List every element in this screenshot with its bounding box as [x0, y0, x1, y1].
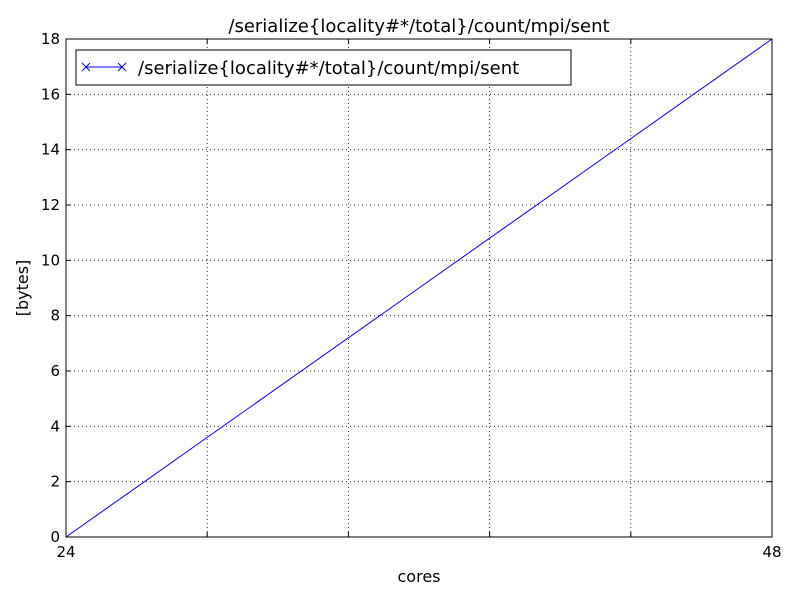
x-tick-label: 24: [56, 543, 75, 561]
legend: /serialize{locality#*/total}/count/mpi/s…: [75, 49, 572, 86]
y-tick-label: 2: [50, 473, 60, 491]
legend-box: [75, 49, 572, 86]
y-tick-label: 4: [50, 417, 60, 435]
chart-title: /serialize{locality#*/total}/count/mpi/s…: [228, 16, 609, 37]
y-tick-label: 14: [41, 141, 60, 159]
series-line: [65, 38, 773, 538]
plot-frame: [65, 38, 773, 538]
legend-marker-x-end: [117, 62, 127, 72]
y-tick-label: 6: [50, 362, 60, 380]
x-tick-label: 48: [762, 543, 781, 561]
legend-label: /serialize{locality#*/total}/count/mpi/s…: [138, 58, 519, 79]
series-layer: [65, 38, 773, 538]
x-axis-label: cores: [398, 567, 441, 586]
grid-lines: [66, 39, 772, 537]
y-axis-label: [bytes]: [13, 260, 32, 317]
y-tick-label: 16: [41, 85, 60, 103]
y-tick-label: 12: [41, 196, 60, 214]
y-tick-label: 0: [50, 528, 60, 546]
y-tick-label: 8: [50, 307, 60, 325]
y-tick-label: 10: [41, 251, 60, 269]
y-tick-label: 18: [41, 30, 60, 48]
legend-marker-x-start: [81, 62, 91, 72]
